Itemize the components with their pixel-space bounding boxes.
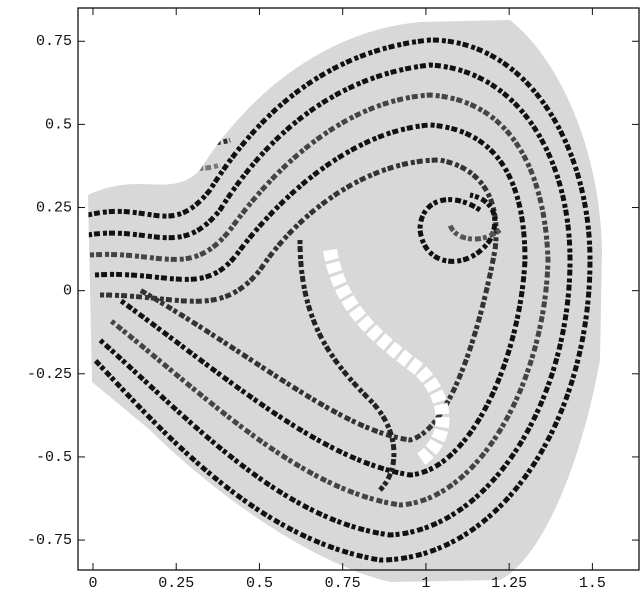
y-tick-label: 0.5 [45,116,72,133]
y-tick-label: -0.25 [27,366,72,383]
y-tick-label: 0.75 [36,33,72,50]
x-tick-label: 0 [88,575,97,592]
swirl-pattern [88,20,602,582]
x-tick-label: 0.25 [158,575,194,592]
x-tick-label: 0.75 [325,575,361,592]
x-tick-label: 1 [421,575,430,592]
plot-frame [77,7,640,571]
x-tick-label: 0.5 [246,575,273,592]
x-tick-label: 1.25 [491,575,527,592]
y-tick-label: 0.25 [36,199,72,216]
x-tick-label: 1.5 [579,575,606,592]
y-tick-label: -0.5 [36,449,72,466]
y-tick-label: -0.75 [27,532,72,549]
y-tick-label: 0 [63,283,72,300]
